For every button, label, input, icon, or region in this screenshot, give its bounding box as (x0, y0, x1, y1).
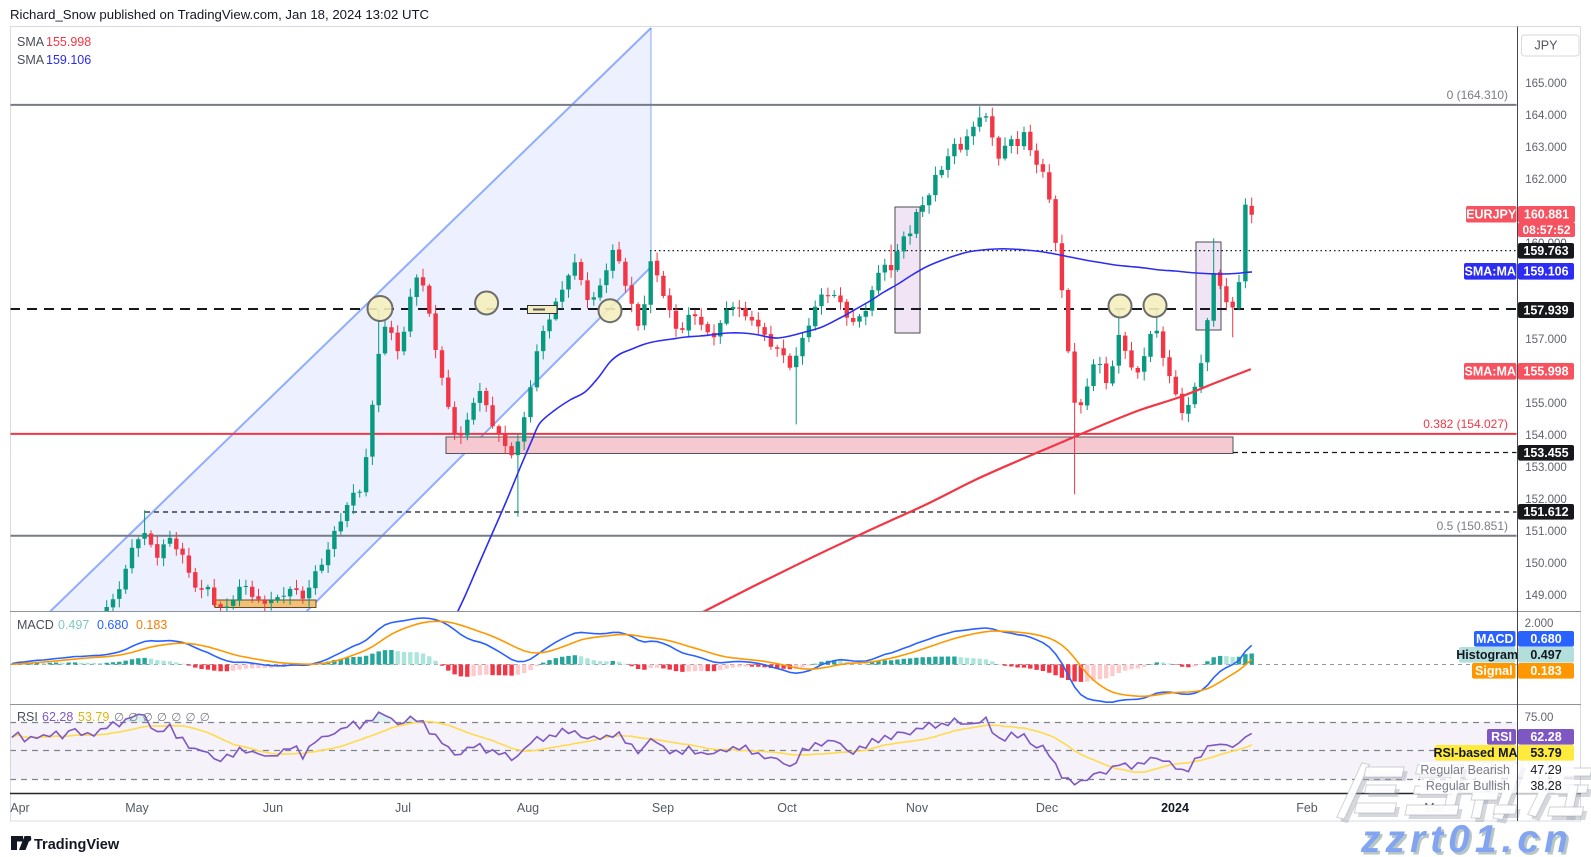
svg-text:153.000: 153.000 (1525, 462, 1567, 474)
svg-text:JPY: JPY (1535, 39, 1559, 53)
svg-text:157.939: 157.939 (1523, 303, 1568, 317)
svg-text:0.183: 0.183 (1530, 664, 1561, 678)
svg-text:157.000: 157.000 (1525, 334, 1567, 346)
svg-text:155.000: 155.000 (1525, 398, 1567, 410)
svg-text:∅: ∅ (171, 712, 181, 724)
svg-text:0 (164.310): 0 (164.310) (1447, 88, 1508, 102)
svg-text:Apr: Apr (10, 801, 29, 815)
svg-text:162.000: 162.000 (1525, 174, 1567, 186)
svg-text:∅: ∅ (128, 712, 138, 724)
svg-text:2.000: 2.000 (1525, 618, 1554, 630)
svg-text:EURJPY: EURJPY (1466, 208, 1517, 222)
svg-text:RSI-based MA: RSI-based MA (1433, 746, 1517, 760)
svg-text:SMA: SMA (17, 53, 45, 67)
svg-text:Histogram: Histogram (1456, 648, 1518, 662)
svg-text:159.106: 159.106 (46, 53, 91, 67)
svg-text:155.998: 155.998 (46, 35, 91, 49)
svg-text:Signal: Signal (1475, 664, 1513, 678)
svg-text:May: May (125, 801, 149, 815)
svg-text:Aug: Aug (517, 801, 539, 815)
svg-text:53.79: 53.79 (78, 710, 109, 724)
svg-text:Jun: Jun (263, 801, 283, 815)
svg-text:154.000: 154.000 (1525, 430, 1567, 442)
svg-text:2024: 2024 (1161, 801, 1189, 815)
svg-text:SMA: SMA (17, 35, 45, 49)
svg-text:Richard_Snow published on Trad: Richard_Snow published on TradingView.co… (10, 7, 430, 22)
svg-text:∅: ∅ (157, 712, 167, 724)
svg-text:62.28: 62.28 (1530, 730, 1561, 744)
svg-text:38.28: 38.28 (1530, 779, 1561, 793)
svg-text:RSI: RSI (1491, 730, 1512, 744)
svg-text:164.000: 164.000 (1525, 110, 1567, 122)
svg-text:149.000: 149.000 (1525, 590, 1567, 602)
svg-text:zzrt01.cn: zzrt01.cn (1363, 821, 1576, 857)
svg-text:0.680: 0.680 (97, 618, 128, 632)
svg-text:53.79: 53.79 (1530, 746, 1561, 760)
svg-text:Regular Bearish: Regular Bearish (1420, 763, 1510, 777)
svg-text:160.881: 160.881 (1524, 208, 1569, 222)
svg-text:153.455: 153.455 (1523, 446, 1568, 460)
svg-text:∅: ∅ (186, 712, 196, 724)
svg-text:Sep: Sep (652, 801, 674, 815)
svg-text:159.106: 159.106 (1523, 265, 1568, 279)
svg-text:159.763: 159.763 (1523, 244, 1568, 258)
svg-text:62.28: 62.28 (42, 710, 73, 724)
svg-text:0.497: 0.497 (1530, 648, 1561, 662)
svg-text:0.183: 0.183 (136, 618, 167, 632)
svg-text:150.000: 150.000 (1525, 558, 1567, 570)
svg-text:Jul: Jul (395, 801, 411, 815)
svg-text:MACD: MACD (1476, 632, 1514, 646)
svg-text:0.680: 0.680 (1530, 632, 1561, 646)
svg-text:RSI: RSI (17, 710, 38, 724)
svg-text:151.612: 151.612 (1523, 505, 1568, 519)
svg-text:SMA:MA: SMA:MA (1465, 265, 1516, 279)
svg-text:TradingView: TradingView (34, 837, 120, 853)
svg-text:∅: ∅ (114, 712, 124, 724)
svg-text:Feb: Feb (1296, 801, 1318, 815)
svg-text:MACD: MACD (17, 618, 54, 632)
svg-text:152.000: 152.000 (1525, 494, 1567, 506)
svg-text:0.497: 0.497 (58, 618, 89, 632)
svg-text:08:57:52: 08:57:52 (1522, 223, 1570, 237)
svg-text:SMA:MA: SMA:MA (1465, 365, 1516, 379)
svg-text:Oct: Oct (777, 801, 797, 815)
svg-text:Regular Bullish: Regular Bullish (1426, 779, 1510, 793)
svg-text:∅: ∅ (143, 712, 153, 724)
svg-text:0.5 (150.851): 0.5 (150.851) (1437, 519, 1508, 533)
svg-text:151.000: 151.000 (1525, 526, 1567, 538)
svg-text:155.998: 155.998 (1523, 365, 1568, 379)
svg-text:75.00: 75.00 (1525, 712, 1554, 724)
svg-text:∅: ∅ (200, 712, 210, 724)
svg-text:zzrt01.cn: zzrt01.cn (1360, 818, 1573, 857)
svg-text:Dec: Dec (1036, 801, 1058, 815)
svg-text:165.000: 165.000 (1525, 78, 1567, 90)
svg-text:0.382 (154.027): 0.382 (154.027) (1423, 417, 1508, 431)
svg-text:163.000: 163.000 (1525, 142, 1567, 154)
svg-text:Nov: Nov (906, 801, 929, 815)
svg-text:47.29: 47.29 (1530, 763, 1561, 777)
